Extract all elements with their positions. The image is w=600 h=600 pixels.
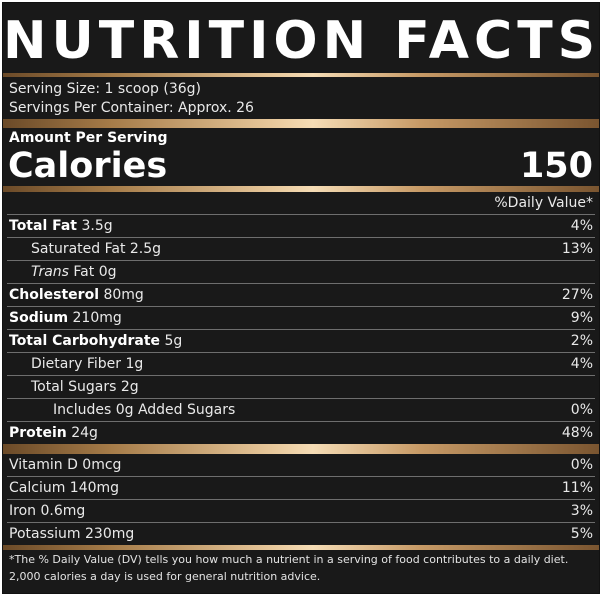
nutrient-name: Protein — [9, 425, 67, 441]
nutrient-row-sodium: Sodium 210mg — [9, 309, 122, 327]
vitamin-row-iron: Iron 0.6mg — [9, 503, 86, 519]
gold-divider — [3, 186, 599, 192]
row-divider — [7, 421, 595, 422]
nutrient-amount: 3.5g — [77, 218, 113, 234]
nutrient-row-saturated-fat: Saturated Fat 2.5g — [31, 241, 162, 257]
nutrient-dv: 4% — [570, 218, 593, 234]
nutrient-dv: 13% — [561, 241, 593, 257]
nutrient-dv: 27% — [561, 287, 593, 303]
serving-size: Serving Size: 1 scoop (36g) — [9, 81, 201, 97]
servings-per-container: Servings Per Container: Approx. 26 — [9, 100, 254, 116]
gold-divider — [3, 73, 599, 77]
nutrient-row-total-fat: Total Fat 3.5g — [9, 217, 113, 235]
row-divider — [7, 352, 595, 353]
nutrient-amount: 210mg — [68, 310, 122, 326]
vitamin-dv: 0% — [570, 457, 593, 473]
daily-value-header: %Daily Value* — [494, 195, 593, 211]
vitamin-dv: 5% — [570, 526, 593, 542]
row-divider — [7, 214, 595, 215]
nutrient-dv: 48% — [561, 425, 593, 441]
row-divider — [7, 306, 595, 307]
nutrient-name: Total Fat — [9, 218, 78, 234]
label-title: NUTRITION FACTS — [3, 11, 600, 71]
vitamin-row-vitamin-d: Vitamin D 0mcg — [9, 457, 122, 473]
nutrient-amount: 24g — [66, 425, 98, 441]
nutrient-row-protein: Protein 24g — [9, 424, 98, 442]
nutrient-row-dietary-fiber: Dietary Fiber 1g — [31, 356, 144, 372]
row-divider — [7, 499, 595, 500]
vitamin-row-calcium: Calcium 140mg — [9, 480, 120, 496]
nutrient-amount: 80mg — [99, 287, 144, 303]
row-divider — [7, 476, 595, 477]
nutrient-dv: 4% — [570, 356, 593, 372]
vitamin-dv: 3% — [570, 503, 593, 519]
nutrient-name: Sodium — [9, 310, 69, 326]
nutrient-row-trans-fat: Trans Fat 0g — [31, 263, 117, 281]
vitamin-row-potassium: Potassium 230mg — [9, 526, 135, 542]
nutrient-row-total-carbohydrate: Total Carbohydrate 5g — [9, 332, 182, 350]
nutrient-name: Cholesterol — [9, 287, 99, 303]
row-divider — [7, 329, 595, 330]
calories-label: Calories — [8, 146, 168, 186]
gold-divider — [3, 444, 599, 454]
amount-per-serving: Amount Per Serving — [9, 130, 168, 146]
nutrient-amount: 5g — [160, 333, 183, 349]
gold-divider — [3, 119, 599, 128]
nutrient-name: Total Carbohydrate — [9, 333, 161, 349]
row-divider — [7, 375, 595, 376]
nutrient-dv: 9% — [570, 310, 593, 326]
calories-value: 150 — [519, 146, 593, 186]
nutrient-row-added-sugars: Includes 0g Added Sugars — [53, 402, 236, 418]
nutrient-name-italic: Trans — [31, 264, 69, 280]
nutrient-amount: Fat 0g — [68, 264, 117, 280]
nutrient-row-cholesterol: Cholesterol 80mg — [9, 286, 144, 304]
row-divider — [7, 522, 595, 523]
daily-value-footnote: *The % Daily Value (DV) tells you how mu… — [9, 553, 569, 583]
row-divider — [7, 260, 595, 261]
nutrient-row-total-sugars: Total Sugars 2g — [31, 379, 139, 395]
row-divider — [7, 398, 595, 399]
vitamin-dv: 11% — [561, 480, 593, 496]
row-divider — [7, 237, 595, 238]
gold-divider — [3, 545, 599, 550]
nutrient-dv: 0% — [570, 402, 593, 418]
nutrient-dv: 2% — [570, 333, 593, 349]
row-divider — [7, 283, 595, 284]
